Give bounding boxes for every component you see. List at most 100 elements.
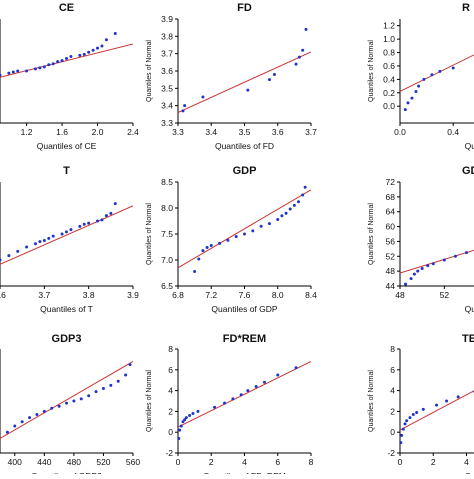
data-point (82, 52, 86, 56)
y-tick-label: 3.5 (161, 83, 173, 93)
y-tick-label: 0 (390, 427, 395, 437)
y-tick-label: 0 (168, 427, 173, 437)
x-tick-label: 3.8 (83, 290, 95, 300)
panel-title: CE (59, 2, 74, 14)
data-point (234, 235, 238, 239)
data-point (124, 373, 128, 377)
x-tick-label: 8.4 (305, 290, 317, 300)
y-tick-label: 56 (386, 236, 396, 246)
data-point (96, 46, 100, 50)
plot-area (0, 32, 133, 78)
data-point (47, 63, 51, 67)
reference-line (178, 189, 311, 269)
panel-title: FD*REM (223, 333, 266, 345)
data-point (184, 416, 188, 420)
data-point (101, 387, 105, 391)
data-point (445, 399, 449, 403)
y-tick-label: 7.5 (161, 229, 173, 239)
panel-title: FD (237, 2, 252, 14)
x-tick-label: 48 (395, 290, 405, 300)
panel-title: TEF (462, 333, 474, 345)
plot-area (0, 202, 133, 265)
plot-area (178, 185, 311, 273)
data-point (456, 395, 460, 399)
data-point (7, 71, 11, 75)
data-point (87, 221, 91, 225)
data-point (294, 62, 298, 66)
x-tick-label: 0.0 (394, 127, 406, 137)
data-point (16, 69, 20, 73)
data-point (416, 269, 420, 273)
data-point (51, 62, 55, 66)
y-tick-label: 8.0 (161, 203, 173, 213)
data-point (96, 219, 100, 223)
data-point (209, 243, 213, 247)
data-point (284, 211, 288, 215)
y-axis-label: Quantiles of Normal (368, 203, 375, 265)
y-tick-label: 3.3 (161, 118, 173, 128)
data-point (297, 200, 301, 204)
y-tick-label: 60 (386, 222, 396, 232)
data-point (51, 234, 55, 238)
data-point (25, 245, 29, 249)
x-tick-label: 3.3 (172, 127, 184, 137)
qq-panel-5: GDP 6.8 7.2 7.6 8.0 8.4 6.5 7.0 7.5 8.0 8.5 Quantil… (146, 165, 317, 314)
data-point (438, 69, 442, 73)
data-point (183, 418, 187, 422)
qq-panel-3: R0.00.40.80.00.20.40.60.81.01.2QuantileQ… (368, 2, 474, 151)
y-tick-label: 52 (386, 251, 396, 261)
qq-panel-9: TEF024-202468QuantileQuantiles of Normal (368, 333, 474, 479)
plot-area (0, 361, 133, 439)
x-axis-label: Quantiles of GDP (211, 304, 277, 314)
data-point (218, 241, 222, 245)
y-axis-label: Quantiles of Normal (146, 203, 153, 265)
data-point (303, 185, 307, 189)
data-point (38, 66, 42, 70)
data-point (193, 269, 197, 273)
x-tick-label: 3.7 (305, 127, 317, 137)
data-point (178, 436, 181, 440)
panel-title: GDP (233, 165, 257, 177)
plot-area (400, 54, 474, 112)
data-point (42, 65, 46, 69)
y-tick-label: 0.0 (383, 101, 395, 111)
data-point (246, 88, 250, 92)
x-tick-label: 440 (37, 457, 51, 467)
data-point (178, 428, 182, 432)
x-tick-label: 3.4 (205, 127, 217, 137)
y-tick-label: 2 (390, 406, 395, 416)
data-point (60, 59, 64, 63)
reference-line (0, 205, 133, 265)
x-tick-label: 4 (464, 457, 469, 467)
data-point (113, 202, 117, 206)
x-tick-label: 560 (126, 457, 140, 467)
data-point (42, 409, 46, 413)
x-tick-label: 0.4 (447, 127, 459, 137)
x-tick-label: 6.8 (172, 290, 184, 300)
y-tick-label: 48 (386, 266, 396, 276)
data-point (38, 240, 42, 244)
data-point (79, 397, 83, 401)
reference-line (400, 390, 474, 431)
plot-area (178, 27, 311, 114)
data-point (239, 393, 243, 397)
data-point (422, 77, 426, 81)
data-point (297, 55, 301, 59)
x-axis-label: Quantile (465, 141, 474, 151)
y-tick-label: 4 (168, 386, 173, 396)
x-tick-label: 8 (309, 457, 314, 467)
data-point (267, 78, 271, 82)
qq-panel-4: T 3.6 3.7 3.8 3.9 Quantiles of T (0, 165, 139, 314)
data-point (100, 44, 104, 48)
y-tick-label: 64 (386, 207, 396, 217)
data-point (442, 258, 446, 262)
y-tick-label: 7.0 (161, 255, 173, 265)
data-point (435, 403, 439, 407)
y-tick-label: 0.4 (383, 74, 395, 84)
data-point (400, 441, 403, 445)
y-tick-label: 2 (168, 406, 173, 416)
data-point (451, 66, 455, 70)
x-tick-label: 7.2 (205, 290, 217, 300)
data-point (104, 38, 108, 42)
data-point (301, 48, 305, 52)
